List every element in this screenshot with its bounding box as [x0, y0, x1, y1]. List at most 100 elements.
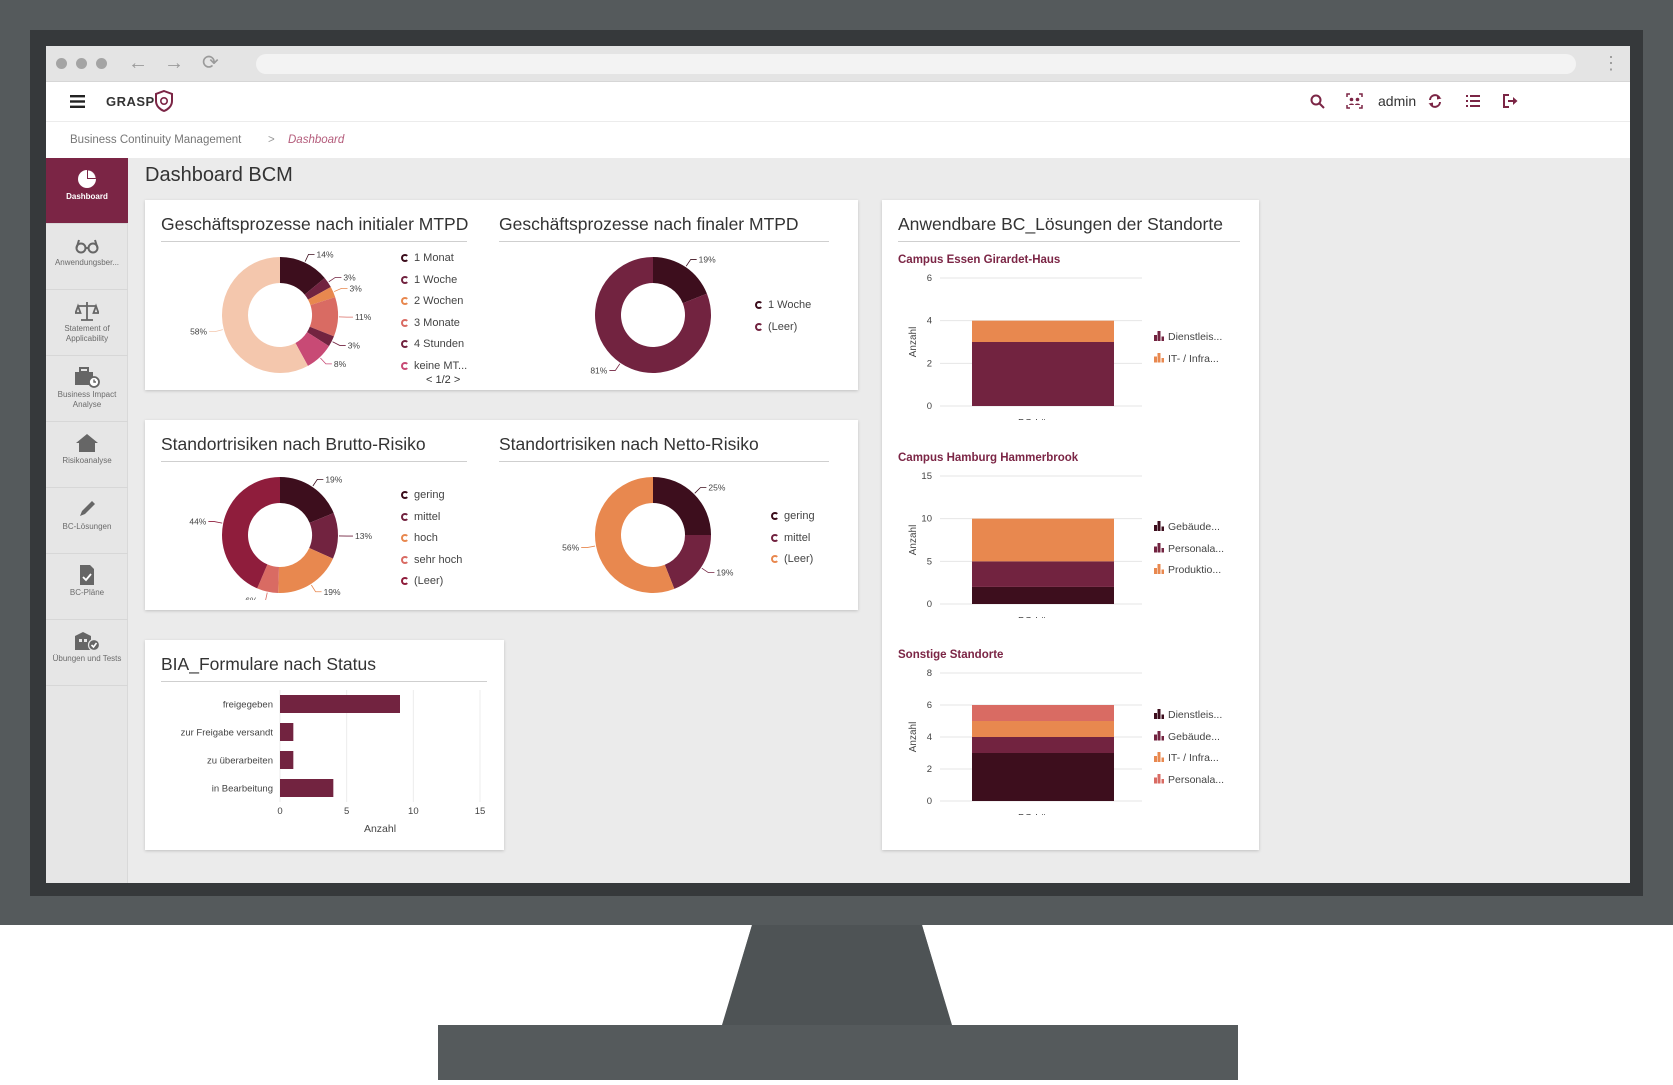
- url-bar[interactable]: [256, 54, 1576, 74]
- legend-label: 3 Monate: [414, 317, 460, 329]
- y-tick-label: 10: [921, 514, 932, 525]
- sidebar-item-label: Business Impact Analyse: [46, 390, 128, 410]
- window-dot-icon[interactable]: [96, 58, 107, 69]
- legend-item[interactable]: 1 Woche: [755, 297, 811, 319]
- stacked-bar-segment[interactable]: [972, 519, 1114, 562]
- legend-item[interactable]: IT- / Infra...: [1154, 751, 1224, 773]
- legend-item[interactable]: 1 Woche: [401, 272, 467, 294]
- donut4-title: Standortrisiken nach Netto-Risiko: [499, 434, 829, 462]
- sidebar-item-bia[interactable]: Business Impact Analyse: [46, 356, 128, 422]
- legend-item[interactable]: hoch: [401, 530, 462, 552]
- list-icon[interactable]: [1466, 95, 1480, 107]
- bar[interactable]: [280, 695, 400, 713]
- legend-item[interactable]: 2 Wochen: [401, 293, 467, 315]
- bar[interactable]: [280, 751, 293, 769]
- legend-item[interactable]: Gebäude...: [1154, 730, 1224, 752]
- sidebar-item-risikoanalyse[interactable]: Risikoanalyse: [46, 422, 128, 488]
- document-check-icon: [77, 562, 97, 588]
- slice-percent-label: 3%: [348, 340, 361, 350]
- legend-item[interactable]: sehr hoch: [401, 552, 462, 574]
- slice-percent-label: 14%: [317, 250, 334, 259]
- legend-item[interactable]: Personala...: [1154, 773, 1224, 795]
- pager-prev-icon[interactable]: <: [426, 374, 432, 386]
- donut-slice[interactable]: [653, 477, 711, 535]
- stacked-bar-segment[interactable]: [972, 721, 1114, 737]
- stacked-bar-segment[interactable]: [972, 705, 1114, 721]
- donut3-chart: 19%13%19%6%44%: [185, 470, 385, 600]
- sidebar-item-anwendungsbereich[interactable]: Anwendungsber...: [46, 224, 128, 290]
- users-scan-icon[interactable]: [1346, 93, 1363, 109]
- y-axis-title: Anzahl: [908, 722, 919, 753]
- stacked-bar-segment[interactable]: [972, 587, 1114, 604]
- legend-item[interactable]: (Leer): [755, 319, 811, 341]
- browser-menu-icon[interactable]: ⋮: [1602, 52, 1620, 74]
- hamburger-menu-icon[interactable]: [70, 95, 85, 108]
- bc-chart1-subtitle: Campus Essen Girardet-Haus: [898, 254, 1060, 266]
- refresh-icon[interactable]: [1428, 94, 1442, 108]
- sidebar-item-dashboard[interactable]: Dashboard: [46, 158, 128, 224]
- legend-item[interactable]: IT- / Infra...: [1154, 352, 1222, 374]
- legend-item[interactable]: Dienstleis...: [1154, 330, 1222, 352]
- sidebar-item-soa[interactable]: Statement of Applicability: [46, 290, 128, 356]
- slice-leader-line: [313, 479, 323, 486]
- sidebar-item-label: Übungen und Tests: [46, 654, 128, 664]
- pager-next-icon[interactable]: >: [454, 374, 460, 386]
- app-logo-text[interactable]: GRASP: [106, 94, 155, 109]
- x-tick-label: 15: [475, 806, 486, 817]
- sidebar-item-uebungen[interactable]: Übungen und Tests: [46, 620, 128, 686]
- window-dot-icon[interactable]: [76, 58, 87, 69]
- logout-icon[interactable]: [1503, 94, 1518, 108]
- slice-percent-label: 25%: [708, 483, 725, 493]
- legend-item[interactable]: gering: [401, 487, 462, 509]
- legend-label: Produktio...: [1168, 564, 1221, 576]
- sidebar-item-label: Dashboard: [46, 192, 128, 202]
- legend-item[interactable]: Personala...: [1154, 542, 1224, 564]
- window-dot-icon[interactable]: [56, 58, 67, 69]
- back-arrow-icon[interactable]: ←: [128, 51, 148, 75]
- slice-percent-label: 8%: [334, 359, 347, 369]
- slice-percent-label: 44%: [189, 517, 206, 527]
- legend-item[interactable]: mittel: [771, 530, 815, 552]
- y-tick-label: 2: [927, 358, 932, 369]
- legend-item[interactable]: 4 Stunden: [401, 336, 467, 358]
- stacked-bar-segment[interactable]: [972, 561, 1114, 587]
- stacked-bar-segment[interactable]: [972, 321, 1114, 342]
- bar[interactable]: [280, 779, 333, 797]
- legend-item[interactable]: 3 Monate: [401, 315, 467, 337]
- stacked-bar-segment[interactable]: [972, 342, 1114, 406]
- legend-label: Gebäude...: [1168, 521, 1220, 533]
- legend-item[interactable]: (Leer): [771, 551, 815, 573]
- legend-item[interactable]: Dienstleis...: [1154, 708, 1224, 730]
- slice-percent-label: 56%: [562, 543, 579, 553]
- sidebar-item-bc-plaene[interactable]: BC-Pläne: [46, 554, 128, 620]
- legend-item[interactable]: (Leer): [401, 573, 462, 595]
- legend-bar-icon: [1154, 521, 1164, 531]
- legend-bar-icon: [1154, 731, 1164, 741]
- search-icon[interactable]: [1310, 94, 1325, 109]
- stacked-bar-segment[interactable]: [972, 753, 1114, 801]
- donut-slice[interactable]: [665, 535, 711, 589]
- sidebar-item-label: BC-Lösungen: [46, 522, 128, 532]
- browser-chrome: ← → ⟳ ⋮: [46, 46, 1630, 82]
- legend-ring-icon: [755, 323, 763, 331]
- forward-arrow-icon[interactable]: →: [164, 51, 184, 75]
- legend-ring-icon: [755, 301, 763, 309]
- legend-item[interactable]: 1 Monat: [401, 250, 467, 272]
- donut1-chart: 14%3%3%11%3%8%58%: [185, 250, 385, 380]
- stacked-bar-segment[interactable]: [972, 737, 1114, 753]
- breadcrumb-root[interactable]: Business Continuity Management: [70, 134, 241, 146]
- bar[interactable]: [280, 723, 293, 741]
- legend-item[interactable]: gering: [771, 508, 815, 530]
- legend-label: gering: [784, 510, 815, 522]
- legend-item[interactable]: Produktio...: [1154, 563, 1224, 585]
- legend-item[interactable]: Gebäude...: [1154, 520, 1224, 542]
- y-tick-label: 4: [927, 732, 932, 743]
- bc-title: Anwendbare BC_Lösungen der Standorte: [898, 214, 1240, 242]
- sidebar-item-bc-loesungen[interactable]: BC-Lösungen: [46, 488, 128, 554]
- slice-percent-label: 11%: [355, 312, 372, 322]
- legend-item[interactable]: mittel: [401, 509, 462, 531]
- slice-leader-line: [686, 260, 696, 267]
- user-name[interactable]: admin: [1378, 93, 1416, 109]
- legend-ring-icon: [401, 319, 409, 327]
- reload-icon[interactable]: ⟳: [202, 51, 219, 75]
